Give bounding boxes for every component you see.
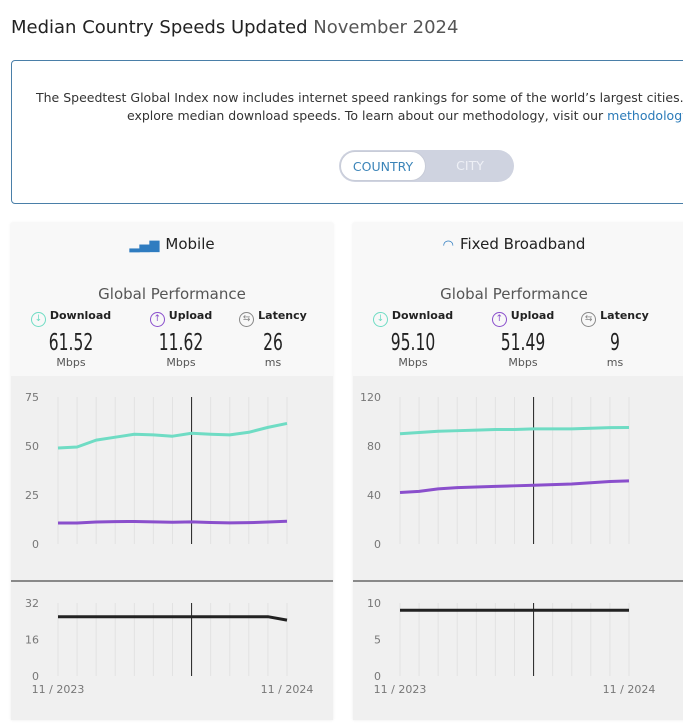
- metric-label: Download: [49, 309, 112, 322]
- metric-label: Upload: [168, 309, 213, 322]
- metric-label: Upload: [510, 309, 555, 322]
- fixed-broadband-card: ◠ Fixed Broadband Global Performance ↓ Dow…: [353, 223, 683, 720]
- y-tick-label: 75: [25, 391, 39, 404]
- metric-unit: Mbps: [56, 356, 86, 369]
- y-tick-label: 0: [32, 670, 39, 683]
- y-tick-label: 10: [367, 597, 381, 610]
- y-tick-label: 0: [374, 538, 381, 551]
- metric-value: 26: [263, 330, 283, 356]
- metric-unit: Mbps: [398, 356, 428, 369]
- download-metric: ↓ Download 95.10 Mbps: [363, 309, 463, 369]
- metric-unit: Mbps: [508, 356, 538, 369]
- global-performance-label: Global Performance: [98, 285, 246, 303]
- y-tick-label: 16: [25, 634, 39, 647]
- y-tick-label: 0: [374, 670, 381, 683]
- metric-value: 9: [610, 330, 620, 356]
- y-tick-label: 50: [25, 440, 39, 453]
- metric-value: 61.52: [48, 330, 94, 356]
- metric-unit: ms: [264, 356, 282, 369]
- intro-panel: The Speedtest Global Index now includes …: [11, 60, 683, 204]
- download-icon: ↓: [30, 312, 46, 327]
- upload-icon: ↑: [491, 312, 507, 327]
- global-performance-label: Global Performance: [440, 285, 588, 303]
- upload-line: [399, 479, 630, 495]
- x-tick-label: 11 / 2023: [32, 683, 85, 696]
- y-tick-label: 0: [32, 538, 39, 551]
- download-line: [57, 421, 288, 450]
- toggle-city[interactable]: CITY: [456, 158, 484, 173]
- latency-metric: ⇆ Latency 26 ms: [223, 309, 323, 369]
- download-icon: ↓: [372, 312, 388, 327]
- metric-unit: ms: [606, 356, 624, 369]
- metric-unit: Mbps: [166, 356, 196, 369]
- upload-line: [58, 519, 288, 525]
- country-city-toggle[interactable]: COUNTRY CITY: [339, 150, 514, 182]
- intro-text-line1: The Speedtest Global Index now includes …: [36, 90, 683, 105]
- metric-value: 51.49: [500, 330, 546, 356]
- page-title: Median Country Speeds Updated November 2…: [11, 17, 458, 38]
- upload-metric: ↑ Upload 51.49 Mbps: [473, 309, 573, 369]
- card-title: ◠ Fixed Broadband: [353, 235, 675, 253]
- mobile-card: ▂▄▆ Mobile Global Performance ↓ Download 61…: [11, 223, 351, 720]
- mobile-chart[interactable]: 0 25 50 75 0 16 32 11 / 2023 11 / 2024: [11, 376, 351, 720]
- wifi-icon: ◠: [442, 238, 454, 253]
- y-tick-label: 80: [367, 440, 381, 453]
- upload-metric: ↑ Upload 11.62 Mbps: [131, 309, 231, 369]
- toggle-country[interactable]: COUNTRY: [340, 151, 426, 181]
- y-tick-label: 32: [25, 597, 39, 610]
- methodology-link[interactable]: methodology: [607, 108, 683, 123]
- fixed-chart-svg[interactable]: 0 40 80 120 0 5 10 11 / 2023 11 / 2024: [353, 376, 683, 720]
- download-line: [399, 426, 630, 436]
- metric-value: 95.10: [390, 330, 436, 356]
- card-title-text: Mobile: [165, 235, 215, 253]
- signal-bars-icon: ▂▄▆: [129, 238, 160, 253]
- metric-label: Download: [391, 309, 454, 322]
- metric-value: 11.62: [158, 330, 204, 356]
- y-tick-label: 120: [360, 391, 381, 404]
- title-month: November 2024: [313, 17, 459, 38]
- latency-icon: ⇆: [581, 312, 597, 327]
- x-tick-label: 11 / 2024: [261, 683, 314, 696]
- latency-line: [58, 615, 288, 622]
- card-title: ▂▄▆ Mobile: [11, 235, 333, 253]
- x-tick-label: 11 / 2024: [603, 683, 656, 696]
- upload-icon: ↑: [149, 312, 165, 327]
- mobile-chart-svg[interactable]: 0 25 50 75 0 16 32 11 / 2023 11 / 2024: [11, 376, 351, 720]
- metric-label: Latency: [600, 309, 649, 322]
- metric-label: Latency: [258, 309, 307, 322]
- y-tick-label: 25: [25, 489, 39, 502]
- y-tick-label: 5: [374, 634, 381, 647]
- intro-text: explore median download speeds. To learn…: [127, 108, 608, 123]
- y-tick-label: 40: [367, 489, 381, 502]
- x-tick-label: 11 / 2023: [374, 683, 427, 696]
- title-text: Median Country Speeds Updated: [11, 17, 308, 38]
- card-title-text: Fixed Broadband: [459, 235, 586, 253]
- latency-metric: ⇆ Latency 9 ms: [565, 309, 665, 369]
- intro-text-line2: explore median download speeds. To learn…: [127, 107, 683, 125]
- latency-icon: ⇆: [239, 312, 255, 327]
- fixed-chart[interactable]: 0 40 80 120 0 5 10 11 / 2023 11 / 2024: [353, 376, 683, 720]
- download-metric: ↓ Download 61.52 Mbps: [21, 309, 121, 369]
